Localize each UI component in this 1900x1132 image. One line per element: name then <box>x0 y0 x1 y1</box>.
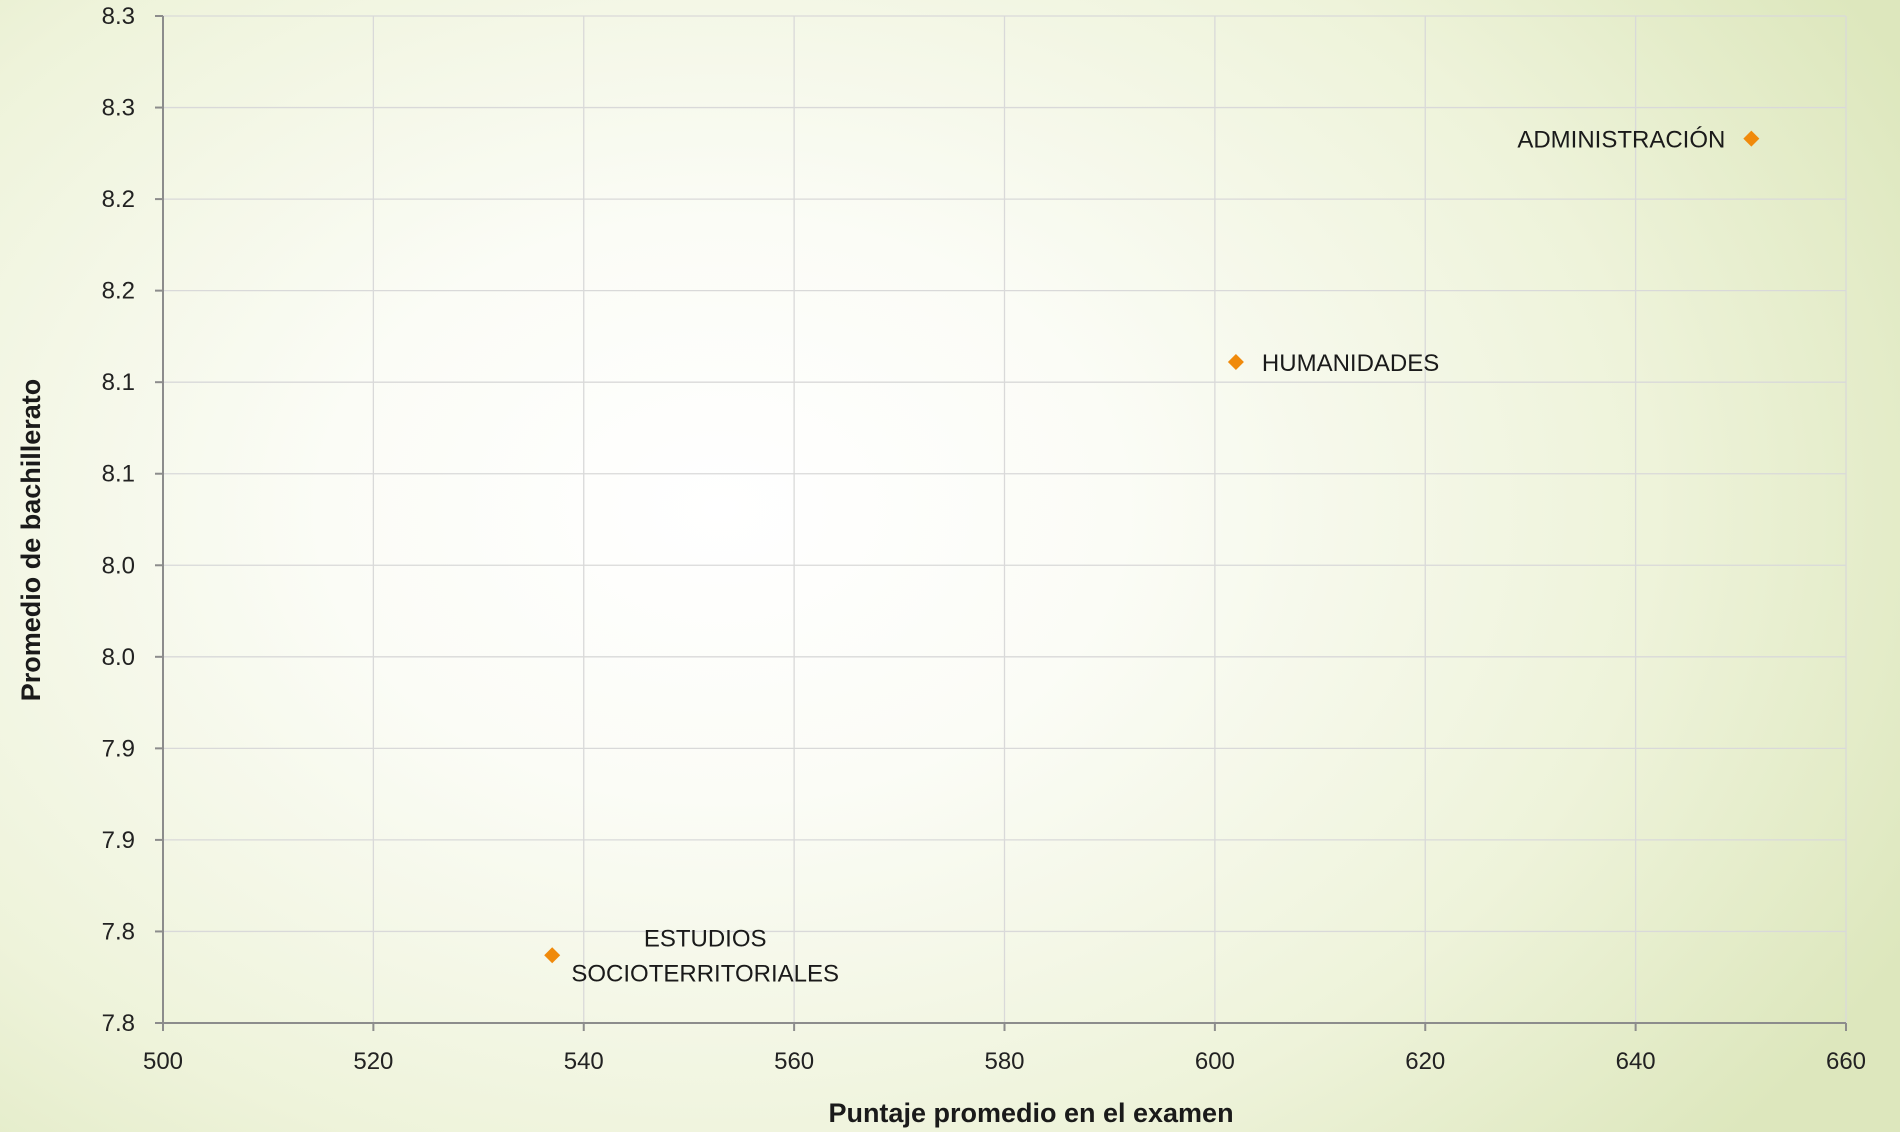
data-point-marker <box>544 947 561 964</box>
x-tick-label: 640 <box>1616 1048 1656 1075</box>
y-axis-title: Promedio de bachillerato <box>16 379 46 702</box>
data-points: ADMINISTRACIÓN HUMANIDADES ESTUDIOS SOCIOTE… <box>544 127 1760 987</box>
y-tick-label: 7.9 <box>102 735 135 762</box>
gridlines <box>163 15 1847 1023</box>
x-tick-label: 620 <box>1405 1048 1445 1075</box>
y-tick-label: 8.3 <box>102 3 135 30</box>
data-point-label: HUMANIDADES <box>1262 350 1439 377</box>
y-tick-label: 7.8 <box>102 1010 135 1037</box>
data-point-marker <box>1227 354 1244 371</box>
data-point-label-line: HUMANIDADES <box>1262 350 1439 377</box>
y-tick-label: 8.3 <box>102 95 135 122</box>
x-tick-label: 560 <box>774 1048 814 1075</box>
data-point-label-line: SOCIOTERRITORIALES <box>571 960 839 987</box>
x-tick-label: 520 <box>353 1048 393 1075</box>
data-point-label: ADMINISTRACIÓN <box>1517 127 1725 154</box>
y-tick-label: 8.2 <box>102 186 135 213</box>
y-tick-label: 7.8 <box>102 918 135 945</box>
y-tick-label: 8.1 <box>102 369 135 396</box>
data-point-marker <box>1743 130 1760 147</box>
x-tick-label: 580 <box>984 1048 1024 1075</box>
y-tick-label: 8.0 <box>102 552 135 579</box>
x-tick-label: 660 <box>1826 1048 1866 1075</box>
y-tick-label: 8.1 <box>102 461 135 488</box>
x-tick-label: 500 <box>143 1048 183 1075</box>
x-tick-label: 540 <box>564 1048 604 1075</box>
y-tick-label: 8.2 <box>102 278 135 305</box>
data-point-label-line: ADMINISTRACIÓN <box>1517 127 1725 154</box>
x-ticks: 500 520 540 560 580 600 620 640 660 <box>143 1023 1866 1075</box>
x-axis-title: Puntaje promedio en el examen <box>828 1098 1233 1128</box>
y-ticks: 7.8 7.8 7.9 7.9 8.0 8.0 8.1 8.1 8.2 8.2 8.3 8.3 <box>102 3 163 1037</box>
x-tick-label: 600 <box>1195 1048 1235 1075</box>
y-tick-label: 8.0 <box>102 644 135 671</box>
y-tick-label: 7.9 <box>102 827 135 854</box>
data-point-label: ESTUDIOS SOCIOTERRITORIALES <box>571 925 839 987</box>
data-point-label-line: ESTUDIOS <box>644 925 767 952</box>
